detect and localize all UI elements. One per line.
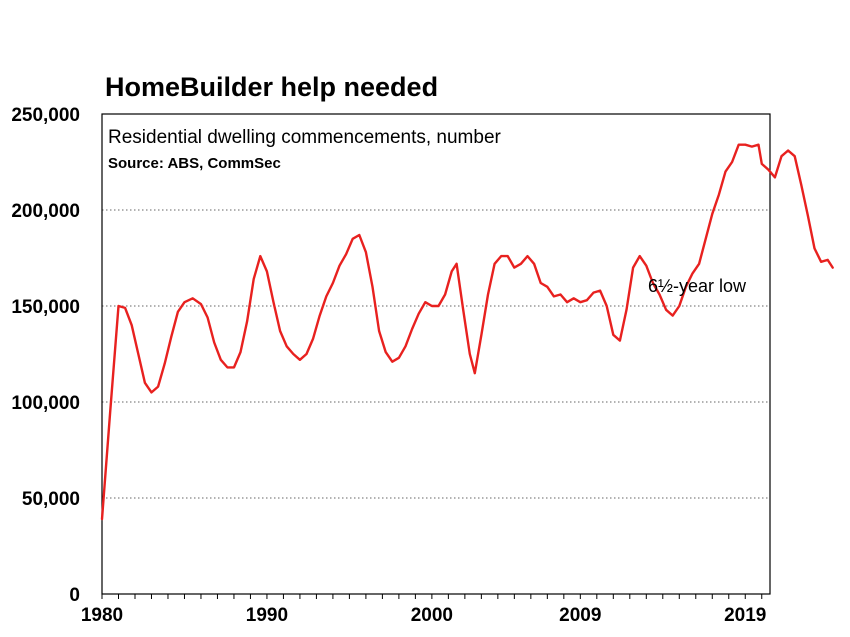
x-axis: 1980 1990 2000 2009 2019 [81,594,766,626]
chart-source: Source: ABS, CommSec [108,155,281,172]
x-tick-label: 2009 [559,605,601,626]
x-tick-label: 1990 [246,605,288,626]
y-tick-label: 200,000 [11,201,80,222]
x-tick-label: 2000 [411,605,453,626]
gridlines [102,209,770,499]
plot-frame [101,113,771,595]
annotation-low: 6½-year low [648,276,747,296]
y-axis: 0 50,000 100,000 150,000 200,000 250,000 [11,105,80,606]
x-tick-label: 2019 [724,605,766,626]
chart-subtitle: Residential dwelling commencements, numb… [108,127,502,148]
y-tick-label: 250,000 [11,105,80,126]
chart-title: HomeBuilder help needed [105,72,439,102]
y-tick-label: 50,000 [22,489,80,510]
y-tick-label: 100,000 [11,393,80,414]
series-line-group [100,143,834,521]
y-tick-label: 150,000 [11,297,80,318]
x-tick-label: 1980 [81,605,123,626]
y-tick-label: 0 [69,585,80,606]
series-line [100,143,834,521]
